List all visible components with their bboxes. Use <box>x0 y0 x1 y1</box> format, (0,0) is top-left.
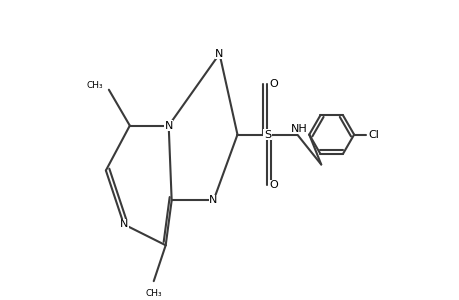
Text: O: O <box>269 79 277 89</box>
Text: O: O <box>269 180 277 190</box>
Text: N: N <box>119 219 128 229</box>
Text: CH₃: CH₃ <box>145 289 162 298</box>
Text: Cl: Cl <box>367 130 378 140</box>
Text: N: N <box>209 195 217 206</box>
Text: N: N <box>164 121 173 130</box>
Text: CH₃: CH₃ <box>86 81 103 90</box>
Text: S: S <box>263 130 270 140</box>
Text: N: N <box>215 49 223 59</box>
Text: NH: NH <box>290 124 307 134</box>
